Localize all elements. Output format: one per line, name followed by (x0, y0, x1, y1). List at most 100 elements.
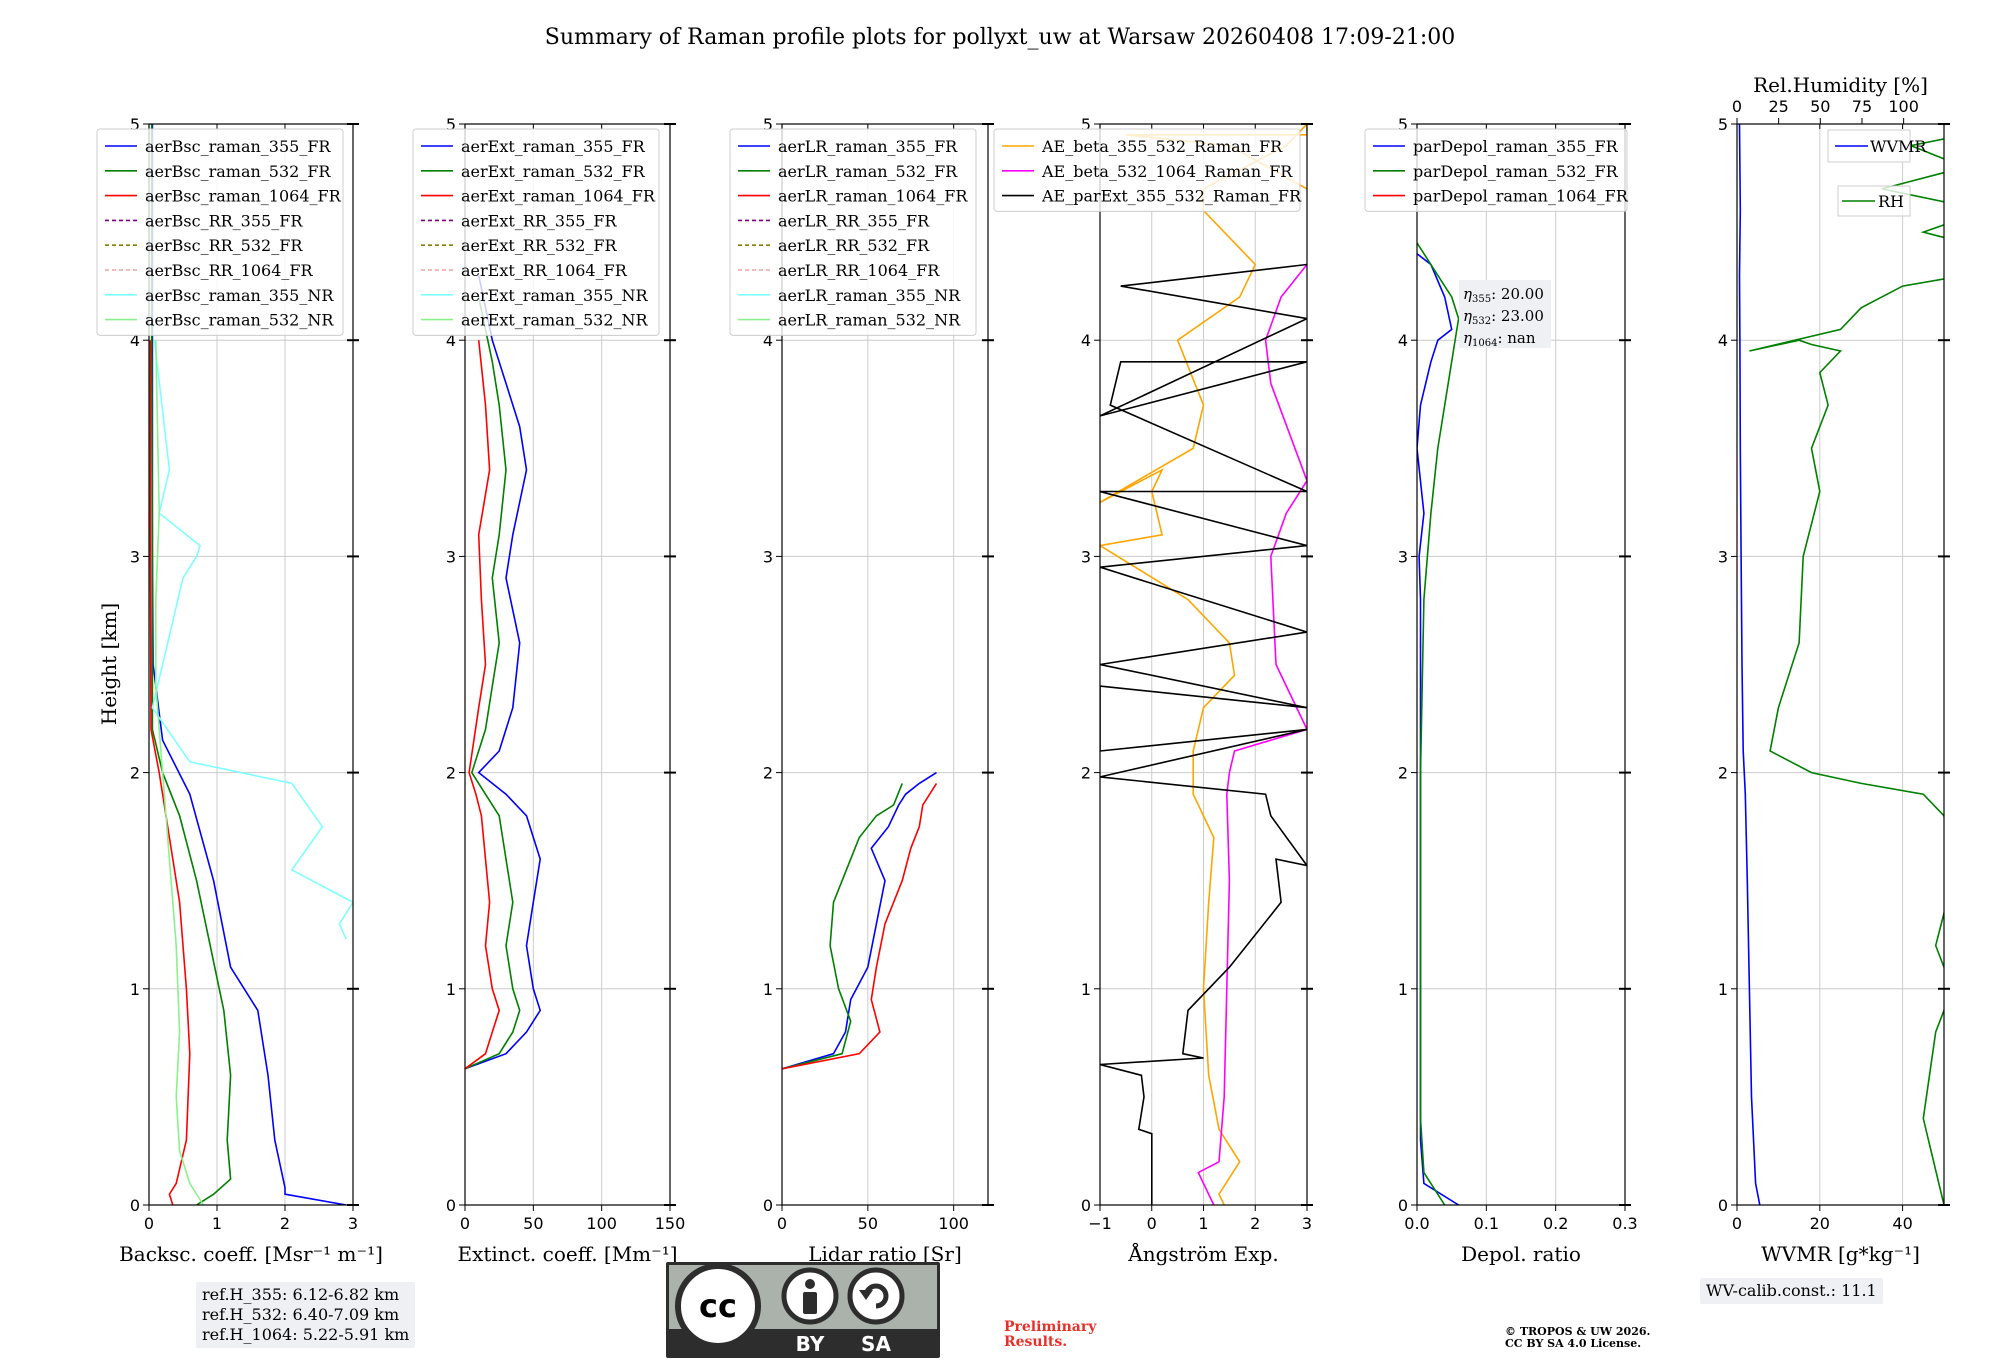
preliminary-line-1: Preliminary (1004, 1319, 1097, 1335)
legend-label: RH (1878, 192, 1904, 211)
legend-label: aerExt_raman_355_NR (461, 286, 649, 305)
x-tick-label: 0 (460, 1214, 470, 1233)
copyright-line-1: © TROPOS & UW 2026. (1505, 1325, 1651, 1338)
y-tick-label: 0 (446, 1196, 456, 1215)
cc-license-logo: cc BY SA (666, 1262, 940, 1358)
x-tick-label: 0 (1147, 1214, 1157, 1233)
x-tick-label: 40 (1892, 1214, 1912, 1233)
series-group (1738, 124, 1944, 1205)
x-tick-label: 0.0 (1404, 1214, 1429, 1233)
y-tick-label: 2 (763, 764, 773, 783)
series-aerExt_raman_1064_FR (465, 340, 501, 1070)
eta-value: η355: 20.00 (1463, 285, 1544, 305)
x-tick-label: 2 (280, 1214, 290, 1233)
series-AE_beta_532_1064_Raman_FR (1197, 264, 1307, 1205)
x-tick-label: 0 (144, 1214, 154, 1233)
x-tick-label: 0 (1732, 1214, 1742, 1233)
y-tick-label: 4 (1718, 331, 1728, 350)
legend-label: aerExt_RR_1064_FR (461, 261, 628, 280)
x-tick-label: 150 (655, 1214, 686, 1233)
series-parDepol_raman_532_FR (1417, 242, 1460, 1205)
legend-label: aerBsc_raman_532_FR (145, 162, 331, 181)
y-tick-label: 1 (1081, 980, 1091, 999)
y-tick-label: 5 (1398, 115, 1408, 134)
x-tick-label: 0 (777, 1214, 787, 1233)
legend-label: aerBsc_RR_1064_FR (145, 261, 314, 280)
y-tick-label: 1 (1398, 980, 1408, 999)
cc-text: cc (699, 1287, 737, 1325)
x-tick-label: 50 (523, 1214, 543, 1233)
legend-label: aerBsc_RR_355_FR (145, 211, 303, 230)
series-aerLR_raman_355_FR (782, 771, 937, 1070)
y-tick-label: 4 (130, 331, 140, 350)
eta-value: η532: 23.00 (1463, 307, 1544, 327)
wv-calibration-box: WV-calib.const.: 11.1 (1700, 1278, 1883, 1304)
x-tick-label: 3 (348, 1214, 358, 1233)
x-axis-label: Backsc. coeff. [Msr⁻¹ m⁻¹] (119, 1242, 383, 1266)
legend-box (993, 128, 1301, 212)
sa-share-icon (847, 1267, 905, 1325)
series-group (465, 275, 542, 1070)
series-aerBsc_raman_355_NR (151, 340, 353, 940)
legend-label: aerLR_raman_1064_FR (778, 187, 968, 206)
legend-label: aerBsc_raman_1064_FR (145, 187, 342, 206)
eta-value: η1064: nan (1463, 329, 1536, 349)
series-aerExt_raman_355_FR (465, 275, 542, 1070)
y-tick-label: 4 (763, 331, 773, 350)
y-tick-label: 2 (1081, 764, 1091, 783)
series-aerLR_raman_1064_FR (782, 782, 938, 1070)
legend-label: parDepol_raman_355_FR (1413, 137, 1619, 156)
x-axis-label: Extinct. coeff. [Mm⁻¹] (457, 1242, 677, 1266)
series-AE_parExt_355_532_Raman_FR (1100, 263, 1307, 1205)
series-aerBsc_raman_532_NR (155, 340, 205, 1205)
y-tick-label: 5 (1718, 115, 1728, 134)
x-tick-label: 100 (586, 1214, 617, 1233)
series-RH (1749, 138, 1944, 1205)
y-tick-label: 5 (1081, 115, 1091, 134)
legend-label: aerExt_raman_532_FR (461, 162, 646, 181)
legend: WVMR RH (1827, 129, 1927, 217)
legend-label: AE_parExt_355_532_Raman_FR (1041, 187, 1302, 206)
y-tick-label: 1 (130, 980, 140, 999)
preliminary-note: Preliminary Results. (1004, 1320, 1096, 1350)
x-axis-label: Depol. ratio (1461, 1242, 1581, 1266)
legend-label: aerLR_raman_355_FR (778, 137, 958, 156)
y-tick-label: 0 (1398, 1196, 1408, 1215)
legend-label: aerBsc_RR_532_FR (145, 236, 303, 255)
x-tick-label: 1 (1198, 1214, 1208, 1233)
series-parDepol_raman_355_FR (1417, 253, 1460, 1205)
y-tick-label: 3 (763, 547, 773, 566)
figure-title: Summary of Raman profile plots for polly… (545, 25, 1455, 50)
legend-label: aerLR_raman_355_NR (778, 286, 961, 305)
by-label: BY (796, 1332, 825, 1356)
y-tick-label: 3 (1398, 547, 1408, 566)
preliminary-line-2: Results. (1004, 1334, 1068, 1350)
ref-height-355: ref.H_355: 6.12-6.82 km (202, 1285, 400, 1304)
y-tick-label: 2 (1718, 764, 1728, 783)
x-tick-label: −1 (1088, 1214, 1112, 1233)
panel-5: 0.0 0.1 0.2 0.3 0 1 2 3 4 5 Depol. ratio parDepol_r… (1364, 115, 1638, 1266)
x-tick-label: 2 (1250, 1214, 1260, 1233)
wv-calib-const: WV-calib.const.: 11.1 (1706, 1281, 1877, 1300)
y-tick-label: 0 (1718, 1196, 1728, 1215)
legend: aerExt_raman_355_FR aerExt_raman_532_FRae… (412, 128, 660, 336)
series-aerBsc_raman_1064_FR (149, 340, 191, 1205)
legend-label: aerExt_raman_532_NR (461, 311, 649, 330)
cc-circle-icon (675, 1263, 761, 1349)
reference-height-box: ref.H_355: 6.12-6.82 km ref.H_532: 6.40-… (196, 1282, 416, 1348)
axes-frame (148, 123, 354, 1206)
legend: AE_beta_355_532_Raman_FR AE_beta_532_1064… (993, 128, 1302, 212)
x-tick-label: 100 (938, 1214, 969, 1233)
legend-box (412, 128, 660, 336)
legend-label: aerExt_RR_532_FR (461, 236, 618, 255)
series-aerLR_raman_532_FR (782, 783, 903, 1070)
eta-background (1459, 280, 1551, 348)
legend-label: parDepol_raman_1064_FR (1413, 187, 1629, 206)
legend-label: aerLR_RR_532_FR (778, 236, 930, 255)
series-aerExt_raman_532_FR (465, 296, 521, 1070)
y-tick-label: 5 (446, 115, 456, 134)
series-group (782, 771, 938, 1070)
y-tick-label: 0 (1081, 1196, 1091, 1215)
